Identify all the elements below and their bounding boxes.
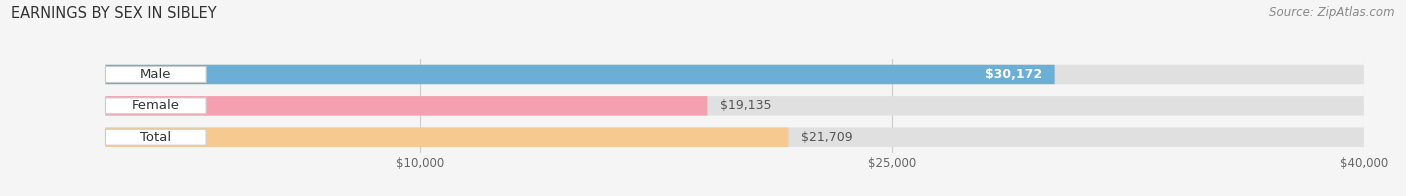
FancyBboxPatch shape [105, 127, 789, 147]
FancyBboxPatch shape [105, 96, 707, 116]
Text: EARNINGS BY SEX IN SIBLEY: EARNINGS BY SEX IN SIBLEY [11, 6, 217, 21]
Text: Total: Total [141, 131, 172, 144]
FancyBboxPatch shape [105, 65, 1054, 84]
FancyBboxPatch shape [105, 96, 1364, 116]
Text: $21,709: $21,709 [801, 131, 852, 144]
FancyBboxPatch shape [105, 65, 1364, 84]
FancyBboxPatch shape [105, 66, 207, 83]
FancyBboxPatch shape [105, 127, 1364, 147]
Text: Male: Male [141, 68, 172, 81]
Text: Source: ZipAtlas.com: Source: ZipAtlas.com [1270, 6, 1395, 19]
Text: Female: Female [132, 99, 180, 112]
Text: $19,135: $19,135 [720, 99, 772, 112]
FancyBboxPatch shape [105, 129, 207, 145]
Text: $30,172: $30,172 [986, 68, 1042, 81]
FancyBboxPatch shape [105, 98, 207, 114]
